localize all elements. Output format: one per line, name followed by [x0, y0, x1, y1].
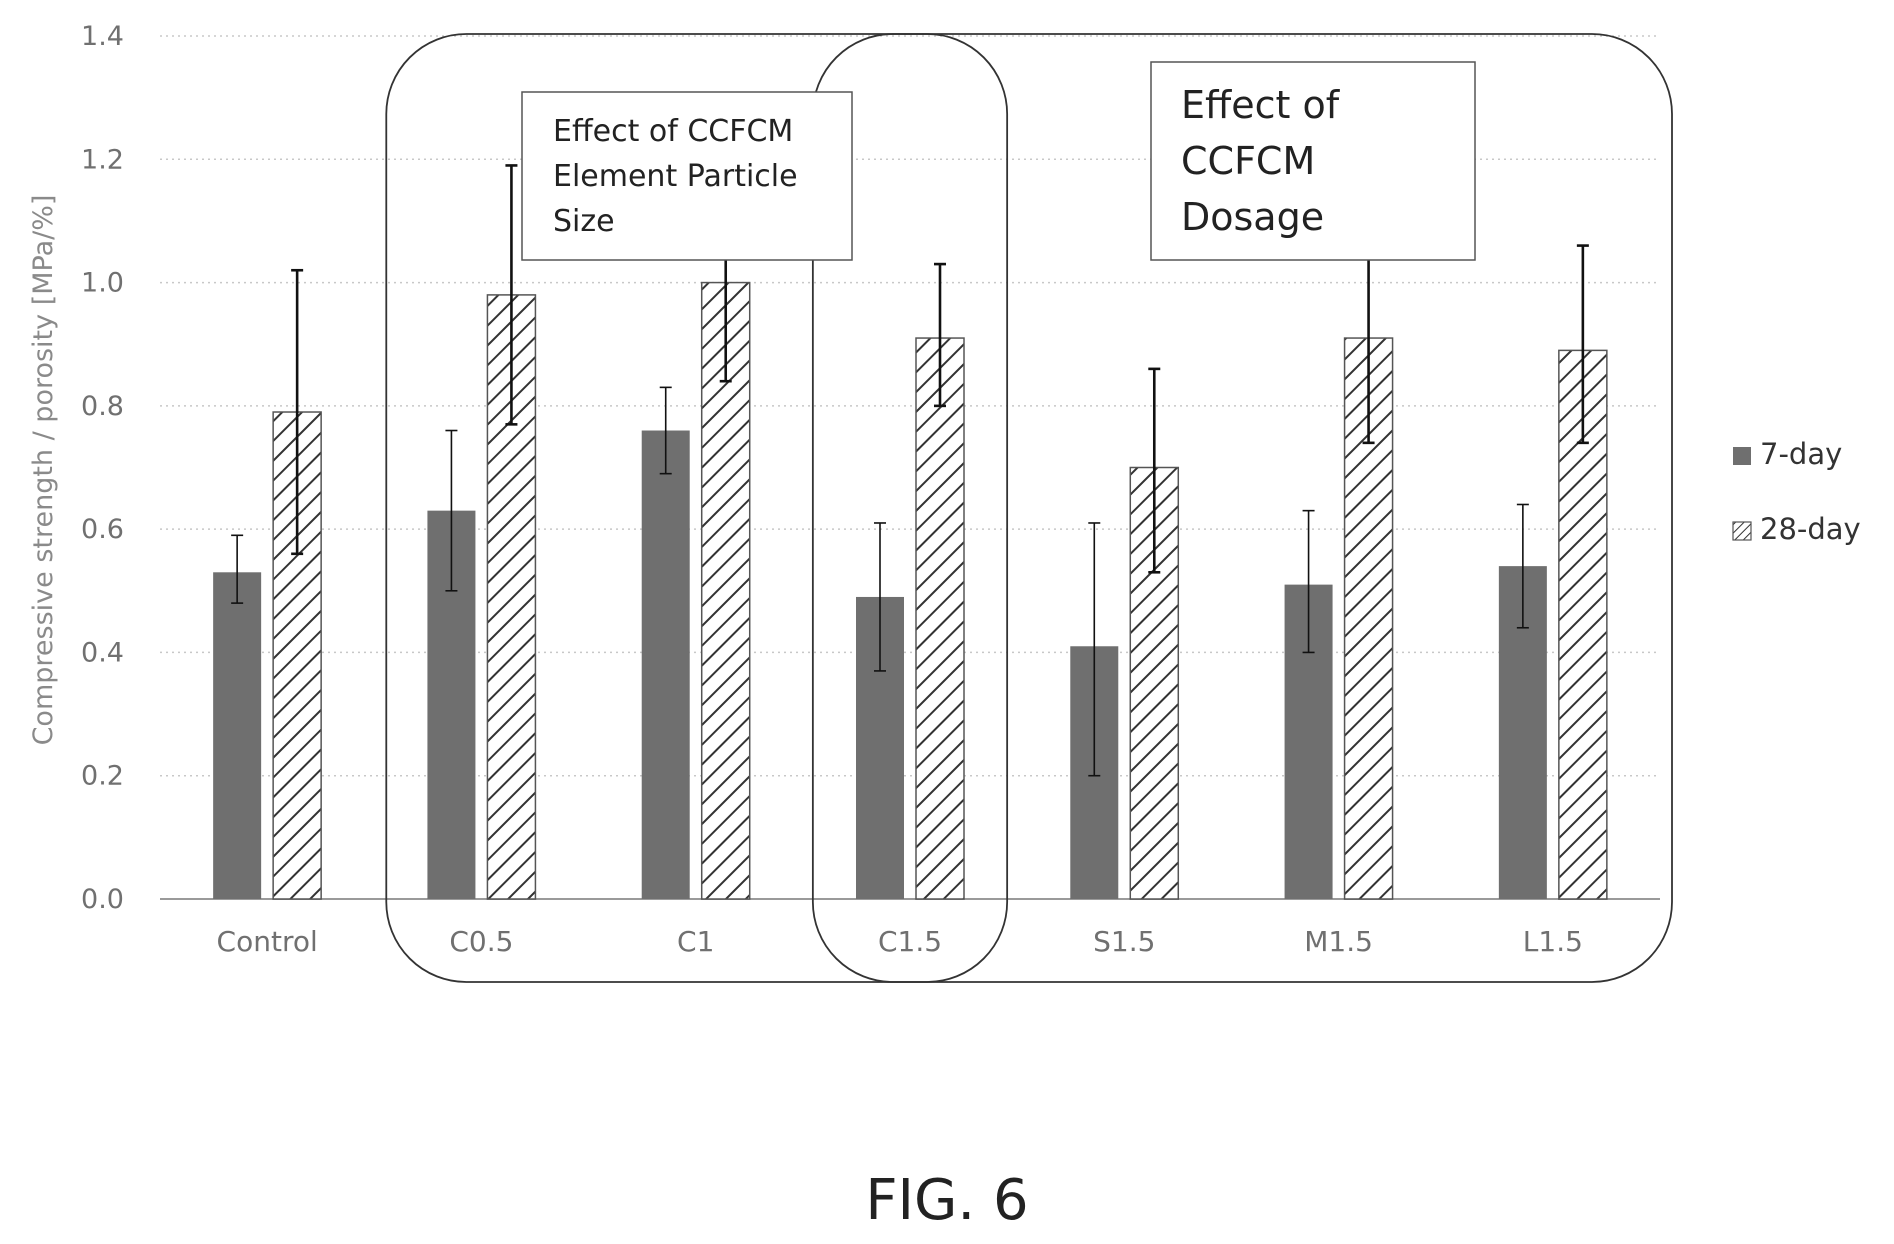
y-tick-label: 1.4 — [81, 21, 124, 52]
group-outline-particle-size — [385, 33, 1009, 983]
figure-caption: FIG. 6 — [865, 1168, 1029, 1233]
legend-label: 7-day — [1760, 437, 1842, 471]
legend-swatch — [1732, 521, 1752, 541]
bars — [213, 281, 1608, 900]
annotation-particle-size-text: Size — [553, 204, 615, 239]
y-tick-label: 1.0 — [81, 268, 124, 299]
annotation-particle-size-text: Effect of CCFCM — [553, 114, 793, 149]
y-tick-label: 0.8 — [81, 391, 124, 422]
annotation-dosage-text: Dosage — [1181, 195, 1324, 239]
legend-label: 28-day — [1760, 512, 1861, 546]
annotation-particle-size-text: Element Particle — [553, 159, 798, 194]
group-outline-dosage — [811, 33, 1673, 983]
gridlines — [160, 35, 1660, 900]
category-label: C0.5 — [449, 925, 513, 958]
y-tick-label: 0.0 — [81, 884, 124, 915]
error-bars — [231, 164, 1589, 777]
bar — [213, 572, 262, 899]
y-axis-title: Compressive strength / porosity [MPa/%] — [28, 195, 59, 746]
annotation-dosage-text: CCFCM — [1181, 139, 1315, 183]
legend: 7-day 28-day — [1732, 437, 1861, 546]
y-tick-label: 0.4 — [81, 637, 124, 668]
bar — [641, 430, 690, 899]
y-tick-label: 1.2 — [81, 144, 124, 175]
category-label: Control — [217, 925, 318, 958]
category-label: S1.5 — [1093, 925, 1155, 958]
annotation-dosage-text: Effect of — [1181, 83, 1341, 127]
bar — [700, 281, 751, 900]
category-labels: Control C0.5 C1 C1.5 S1.5 M1.5 L1.5 — [217, 925, 1583, 958]
y-tick-label: 0.6 — [81, 514, 124, 545]
category-label: C1 — [677, 925, 714, 958]
annotation-particle-size-box — [521, 91, 853, 261]
legend-swatch — [1733, 447, 1751, 465]
bar — [486, 294, 537, 900]
y-tick-label: 0.2 — [81, 761, 124, 792]
category-label: L1.5 — [1523, 925, 1583, 958]
category-label: C1.5 — [878, 925, 942, 958]
bar — [915, 337, 965, 900]
y-tick-labels: 0.0 0.2 0.4 0.6 0.8 1.0 1.2 1.4 — [81, 21, 124, 915]
annotations: Effect of CCFCM Element Particle Size Effec… — [385, 33, 1673, 983]
annotation-dosage-box — [1150, 61, 1476, 261]
category-label: M1.5 — [1304, 925, 1373, 958]
